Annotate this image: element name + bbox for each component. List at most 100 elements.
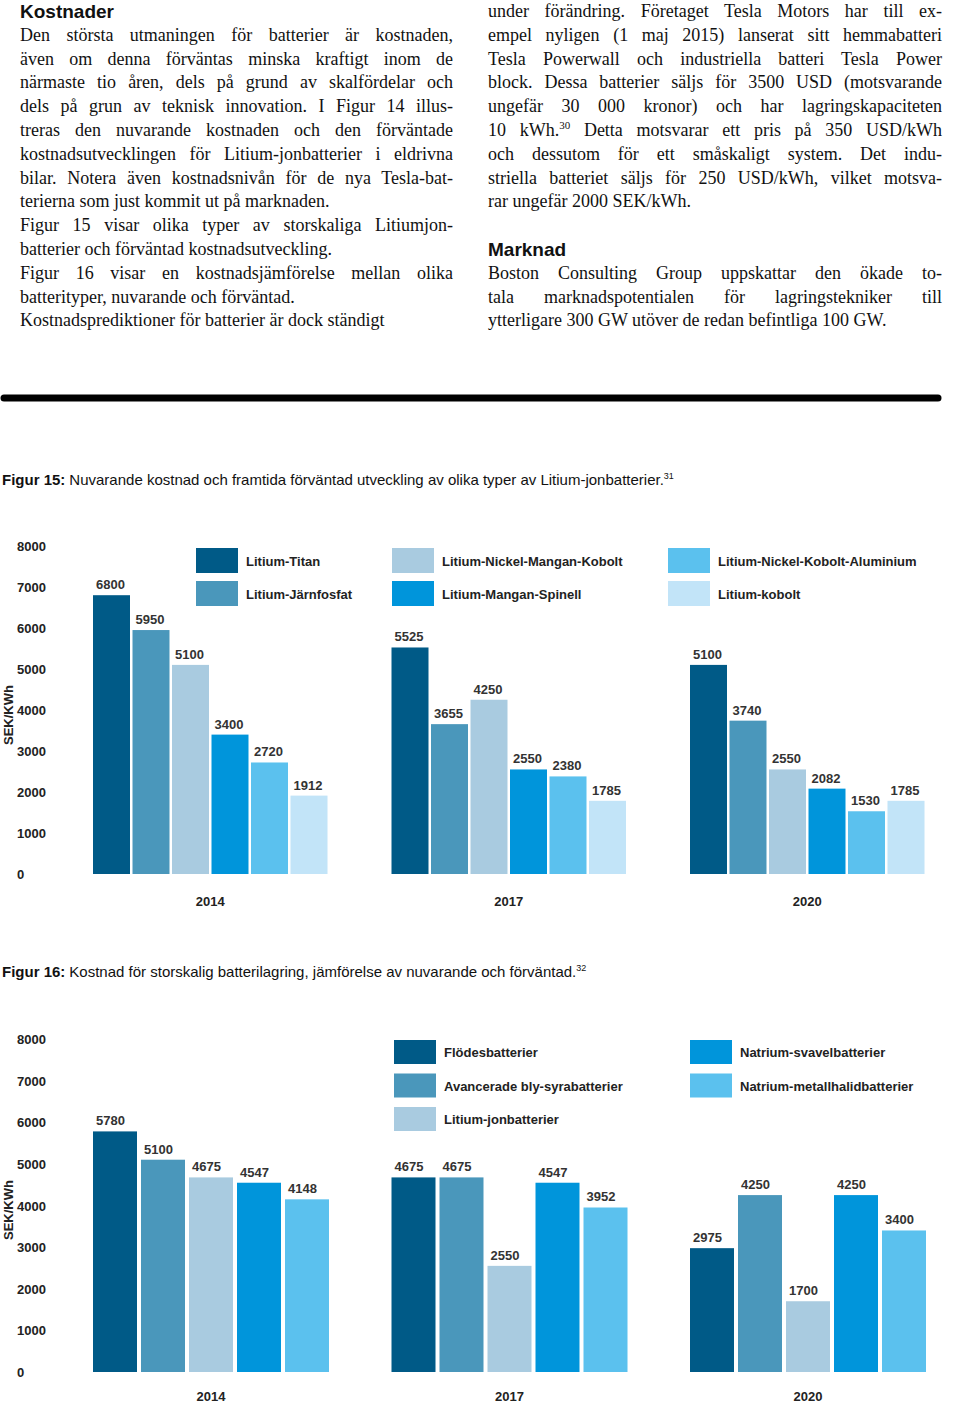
text-line: dels på grun av teknisk innovation. I Fi…	[20, 95, 453, 119]
legend-label: Flödesbatterier	[444, 1045, 538, 1060]
bar	[888, 801, 925, 874]
bar	[488, 1266, 532, 1372]
page: {"columns": [ {"blocks": [ {"heading": "…	[0, 0, 960, 1404]
data-label: 4250	[837, 1177, 866, 1192]
y-tick-label: 0	[17, 1365, 24, 1380]
footnote-ref: 30	[559, 119, 570, 131]
x-tick-label: 2020	[793, 894, 822, 909]
bar	[440, 1177, 484, 1372]
bar	[550, 776, 587, 874]
text-run: Detta motsvarar ett pris på 350 USD/kWh	[570, 120, 942, 140]
legend-label: Litium-Mangan-Spinell	[442, 587, 581, 602]
figure-label: Figur 16:	[2, 963, 65, 980]
bar	[431, 724, 468, 874]
data-label: 5525	[395, 629, 424, 644]
legend-label: Avancerade bly-syrabatterier	[444, 1079, 623, 1094]
legend-swatch	[394, 1074, 436, 1098]
bar	[510, 769, 547, 874]
text-line: block. Dessa batterier säljs för 3500 US…	[488, 71, 942, 95]
bar	[690, 665, 727, 874]
legend-swatch	[668, 581, 710, 606]
legend-swatch	[196, 581, 238, 606]
bar	[172, 665, 209, 874]
y-tick-label: 7000	[17, 580, 46, 595]
y-tick-label: 8000	[17, 1032, 46, 1047]
chart: Figur 15:Nuvarande kostnad och framtida …	[1, 471, 925, 909]
section-heading: Marknad	[488, 238, 942, 262]
data-label: 1785	[891, 783, 920, 798]
bar	[93, 1131, 137, 1372]
y-tick-label: 6000	[17, 621, 46, 636]
x-tick-label: 2017	[495, 1389, 524, 1404]
data-label: 2550	[491, 1248, 520, 1263]
legend: Litium-TitanLitium-JärnfosfatLitium-Nick…	[196, 548, 917, 606]
y-tick-label: 1000	[17, 826, 46, 841]
data-label: 3740	[733, 703, 762, 718]
data-label: 1785	[592, 783, 621, 798]
bar	[584, 1207, 628, 1372]
text-line: Den största utmaningen för batterier är …	[20, 24, 453, 48]
data-label: 5100	[693, 647, 722, 662]
legend-label: Natrium-metallhalidbatterier	[740, 1079, 913, 1094]
legend-swatch	[690, 1040, 732, 1064]
figure-label: Figur 15:	[2, 471, 65, 488]
y-tick-label: 1000	[17, 1323, 46, 1338]
bar	[589, 801, 626, 874]
text-run: 10 kWh.	[488, 120, 559, 140]
data-label: 1700	[789, 1283, 818, 1298]
legend-label: Litium-Nickel-Mangan-Kobolt	[442, 554, 623, 569]
y-axis-title: SEK/KWh	[1, 685, 16, 745]
bar	[189, 1177, 233, 1372]
x-tick-label: 2014	[196, 894, 226, 909]
legend-swatch	[392, 581, 434, 606]
bar	[769, 769, 806, 874]
data-label: 4675	[443, 1159, 472, 1174]
text-line: batterier och förväntad kostnadsutveckli…	[20, 238, 453, 262]
y-tick-label: 4000	[17, 1199, 46, 1214]
legend-swatch	[690, 1074, 732, 1098]
legend-label: Litium-kobolt	[718, 587, 801, 602]
legend-label: Litium-Järnfosfat	[246, 587, 353, 602]
bar	[285, 1199, 329, 1372]
bar	[471, 700, 508, 874]
data-label: 3655	[434, 706, 463, 721]
legend-swatch	[196, 548, 238, 573]
text-line: kostnadsutvecklingen för Litium-jonbatte…	[20, 143, 453, 167]
x-tick-label: 2014	[197, 1389, 227, 1404]
figure-caption: Figur 16:Kostnad för storskalig batteril…	[2, 963, 586, 980]
data-label: 2720	[254, 744, 283, 759]
charts-layer: Figur 15:Nuvarande kostnad och framtida …	[0, 0, 960, 1404]
y-tick-label: 5000	[17, 1157, 46, 1172]
y-tick-label: 2000	[17, 1282, 46, 1297]
legend-swatch	[668, 548, 710, 573]
y-tick-label: 6000	[17, 1115, 46, 1130]
legend-swatch	[394, 1040, 436, 1064]
bar	[251, 762, 288, 874]
legend-swatch	[394, 1107, 436, 1131]
data-label: 5100	[144, 1142, 173, 1157]
text-line: Figur 15 visar olika typer av storskalig…	[20, 214, 453, 238]
legend: Flödesbatterier Avancerade bly-syrabatter…	[394, 1040, 913, 1131]
bar	[809, 789, 846, 874]
data-label: 1912	[294, 778, 323, 793]
data-label: 4250	[474, 682, 503, 697]
bar	[786, 1301, 830, 1372]
bar	[133, 630, 170, 874]
text-line: ungefär 30 000 kronor) och har lagringsk…	[488, 95, 942, 119]
y-tick-label: 4000	[17, 703, 46, 718]
bar	[141, 1160, 185, 1372]
y-tick-label: 7000	[17, 1074, 46, 1089]
text-line: närmaste tio åren, dels på grund av skal…	[20, 71, 453, 95]
data-label: 2082	[812, 771, 841, 786]
text-line: treras den nuvarande kostnaden och den f…	[20, 119, 453, 143]
text-line: Tesla Powerwall och industriella batteri…	[488, 48, 942, 72]
bars	[93, 595, 925, 874]
bar	[730, 721, 767, 874]
data-label: 2975	[693, 1230, 722, 1245]
data-label: 2550	[772, 751, 801, 766]
data-label: 4675	[192, 1159, 221, 1174]
legend-swatch	[392, 548, 434, 573]
data-label: 5950	[136, 612, 165, 627]
text-line: 10 kWh.30 Detta motsvarar ett pris på 35…	[488, 119, 942, 143]
legend-label: Litium-Nickel-Kobolt-Aluminium	[718, 554, 917, 569]
